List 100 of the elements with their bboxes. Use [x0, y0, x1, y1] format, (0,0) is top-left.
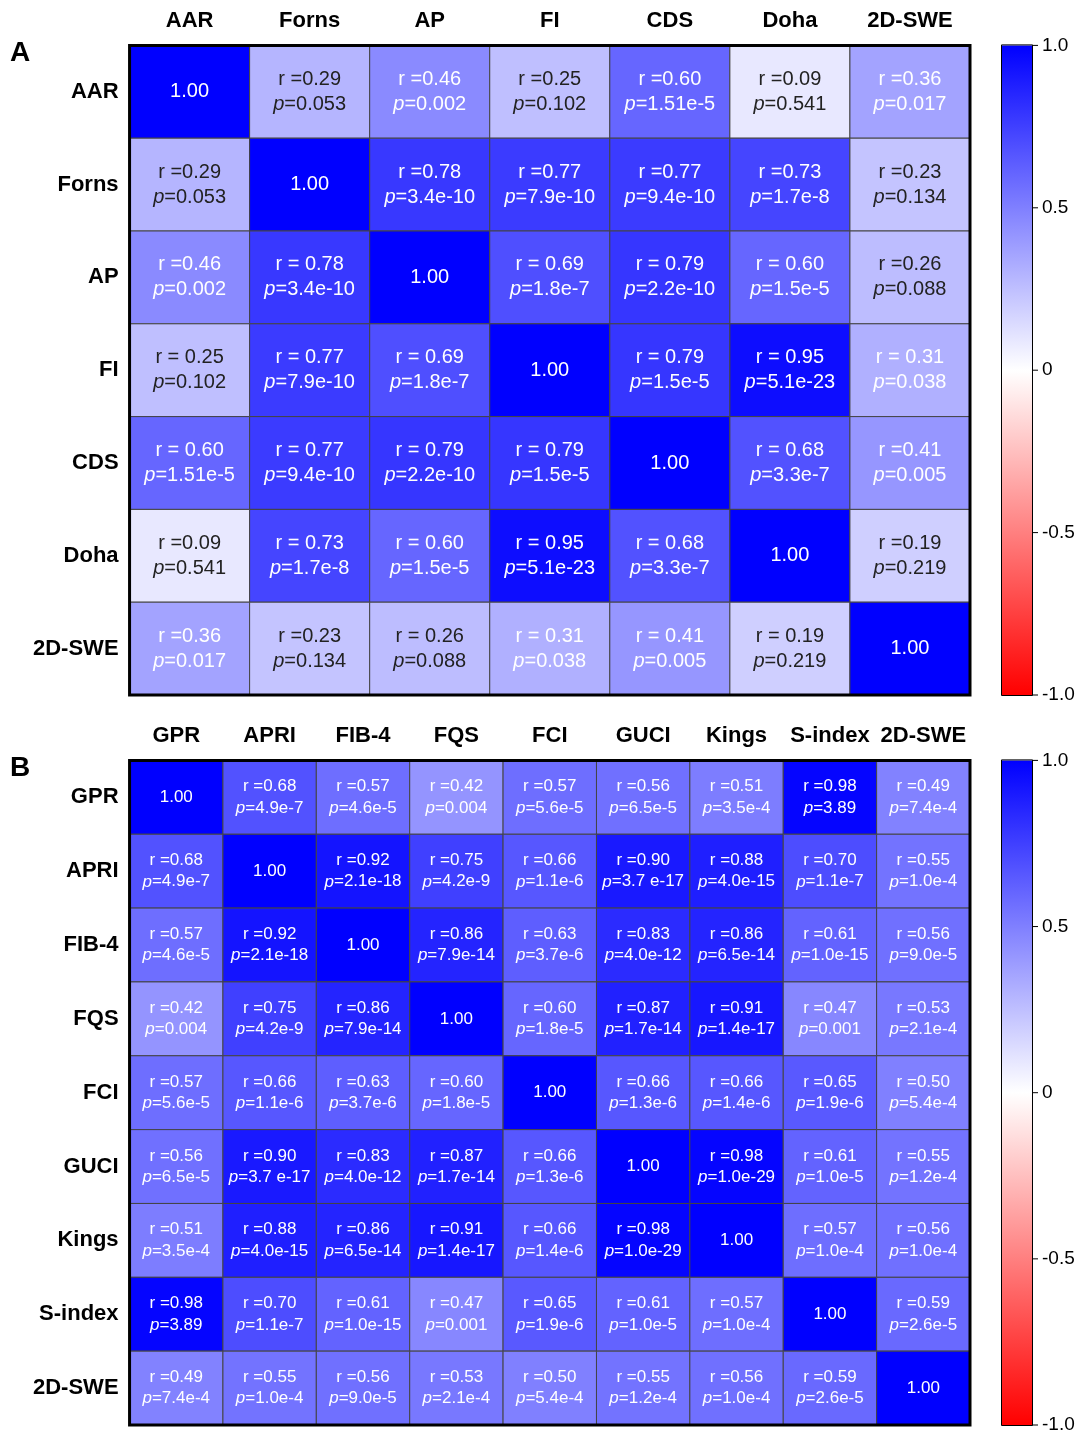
- data-label: 1.00: [720, 1230, 754, 1250]
- data-label: r =0.60 p=1.8e-5: [421, 1071, 491, 1113]
- data-label: r =0.57 p=4.6e-5: [328, 776, 397, 817]
- data-label: r =0.53 p=2.1e-4: [421, 1367, 491, 1408]
- x-tick-label: APRI: [243, 722, 296, 748]
- data-label: r = 0.68 p=3.3e-7: [749, 438, 830, 486]
- data-label: 1.00: [346, 934, 380, 954]
- data-label: r = 0.19 p=0.219: [752, 623, 827, 671]
- data-label: r = 0.26 p=0.088: [392, 623, 467, 671]
- data-label: r = 0.69 p=1.8e-7: [388, 345, 470, 393]
- data-label: 1.00: [290, 172, 330, 195]
- color-bar-label: 0.5: [1042, 196, 1069, 218]
- y-tick-label: FIB-4: [63, 931, 120, 957]
- data-label: r = 0.77 p=9.4e-10: [263, 438, 355, 486]
- data-label: 1.00: [439, 1008, 473, 1028]
- data-label: r =0.61 p=1.0e-15: [790, 924, 869, 965]
- y-tick-label: FI: [99, 356, 119, 382]
- x-tick-label: AAR: [165, 7, 214, 33]
- chart-title: B: [10, 751, 31, 783]
- data-label: r =0.09 p=0.541: [752, 66, 827, 114]
- data-label: r =0.46 p=0.002: [392, 66, 467, 114]
- y-tick-label: AAR: [70, 77, 119, 103]
- x-tick-label: 2D-SWE: [880, 722, 967, 748]
- data-label: r =0.55 p=1.2e-4: [608, 1367, 677, 1408]
- data-label: r =0.98 p=3.89: [802, 776, 857, 817]
- data-label: 1.00: [906, 1377, 940, 1397]
- data-label: r =0.36 p=0.017: [152, 623, 227, 671]
- data-label: r =0.41 p=0.005: [872, 438, 947, 486]
- data-label: r = 0.31 p=0.038: [872, 345, 947, 393]
- data-label: 1.00: [626, 1156, 660, 1176]
- color-bar-label: -1.0: [1042, 683, 1075, 705]
- data-label: r =0.49 p=7.4e-4: [141, 1367, 211, 1408]
- data-label: r =0.92 p=2.1e-18: [230, 924, 309, 965]
- x-tick-label: GPR: [152, 722, 201, 748]
- data-label: r =0.66 p=1.4e-6: [701, 1071, 771, 1113]
- data-label: r =0.56 p=1.0e-4: [701, 1367, 771, 1408]
- data-label: r = 0.25 p=0.102: [152, 345, 227, 393]
- data-label: r =0.77 p=9.4e-10: [623, 159, 716, 207]
- data-label: r =0.50 p=5.4e-4: [514, 1367, 584, 1408]
- data-label: r =0.66 p=1.1e-6: [234, 1071, 304, 1113]
- x-tick-label: FIB-4: [335, 722, 392, 748]
- data-label: r = 0.79 p=2.2e-10: [623, 252, 716, 300]
- data-label: r =0.98 p=1.0e-29: [697, 1145, 776, 1186]
- data-label: r =0.90 p=3.7 e-17: [227, 1145, 311, 1186]
- x-tick-label: FI: [540, 7, 560, 33]
- y-tick-label: 2D-SWE: [33, 1374, 119, 1400]
- data-label: r = 0.41 p=0.005: [632, 623, 707, 671]
- data-label: r =0.98 p=3.89: [149, 1293, 203, 1334]
- data-label: r =0.23 p=0.134: [872, 159, 947, 207]
- data-label: r =0.60 p=1.8e-5: [514, 997, 584, 1039]
- x-tick-label: FCI: [532, 722, 568, 748]
- data-label: r =0.56 p=1.0e-4: [888, 1219, 958, 1260]
- data-label: r =0.55 p=1.2e-4: [888, 1145, 958, 1186]
- data-label: r =0.66 p=1.1e-6: [514, 850, 584, 891]
- data-label: r =0.66 p=1.4e-6: [514, 1219, 584, 1260]
- data-label: r =0.88 p=4.0e-15: [697, 850, 776, 891]
- data-label: r =0.91 p=1.4e-17: [697, 997, 776, 1039]
- data-label: r =0.50 p=5.4e-4: [888, 1071, 958, 1113]
- data-label: r =0.87 p=1.7e-14: [416, 1145, 495, 1186]
- data-label: r =0.92 p=2.1e-18: [323, 850, 402, 891]
- data-label: r =0.42 p=0.004: [424, 776, 488, 817]
- y-tick-label: CDS: [72, 449, 119, 475]
- y-tick-label: S-index: [39, 1300, 120, 1326]
- data-label: r =0.26 p=0.088: [872, 252, 947, 300]
- data-label: r = 0.31 p=0.038: [512, 623, 587, 671]
- data-label: r =0.25 p=0.102: [512, 66, 587, 114]
- data-label: r =0.57 p=1.0e-4: [701, 1293, 771, 1334]
- data-label: r = 0.78 p=3.4e-10: [263, 252, 355, 300]
- data-label: r =0.83 p=4.0e-12: [603, 924, 682, 965]
- data-label: r =0.19 p=0.219: [872, 530, 947, 578]
- y-tick-label: FQS: [73, 1004, 119, 1030]
- y-tick-label: APRI: [66, 857, 119, 883]
- data-label: r =0.51 p=3.5e-4: [141, 1219, 211, 1260]
- color-bar-label: -0.5: [1042, 520, 1075, 542]
- data-label: r =0.86 p=6.5e-14: [697, 924, 776, 965]
- data-label: r =0.09 p=0.541: [152, 530, 227, 578]
- data-label: 1.00: [159, 787, 193, 807]
- data-label: 1.00: [410, 264, 450, 287]
- data-label: r =0.57 p=1.0e-4: [795, 1219, 864, 1260]
- data-label: r = 0.69 p=1.8e-7: [509, 252, 590, 300]
- data-label: r =0.61 p=1.0e-15: [323, 1293, 402, 1334]
- data-label: r =0.68 p=4.9e-7: [234, 776, 304, 817]
- data-label: r =0.77 p=7.9e-10: [503, 159, 596, 207]
- data-label: r =0.86 p=7.9e-14: [323, 997, 402, 1039]
- x-tick-label: CDS: [646, 7, 694, 33]
- data-label: r =0.42 p=0.004: [144, 997, 208, 1039]
- data-label: 1.00: [813, 1303, 847, 1323]
- data-label: r =0.63 p=3.7e-6: [328, 1071, 397, 1113]
- color-bar-label: 1.0: [1042, 748, 1069, 770]
- data-label: r =0.75 p=4.2e-9: [234, 997, 304, 1039]
- data-label: r =0.86 p=7.9e-14: [416, 924, 495, 965]
- data-label: r = 0.60 p=1.5e-5: [749, 252, 830, 300]
- data-label: r =0.91 p=1.4e-17: [416, 1219, 495, 1260]
- data-label: r =0.87 p=1.7e-14: [603, 997, 682, 1039]
- data-label: r =0.63 p=3.7e-6: [514, 924, 584, 965]
- data-label: 1.00: [770, 543, 810, 566]
- data-label: r =0.29 p=0.053: [272, 66, 347, 114]
- data-label: r =0.66 p=1.3e-6: [608, 1071, 677, 1113]
- x-tick-label: Doha: [762, 7, 819, 33]
- data-label: r =0.46 p=0.002: [152, 252, 227, 300]
